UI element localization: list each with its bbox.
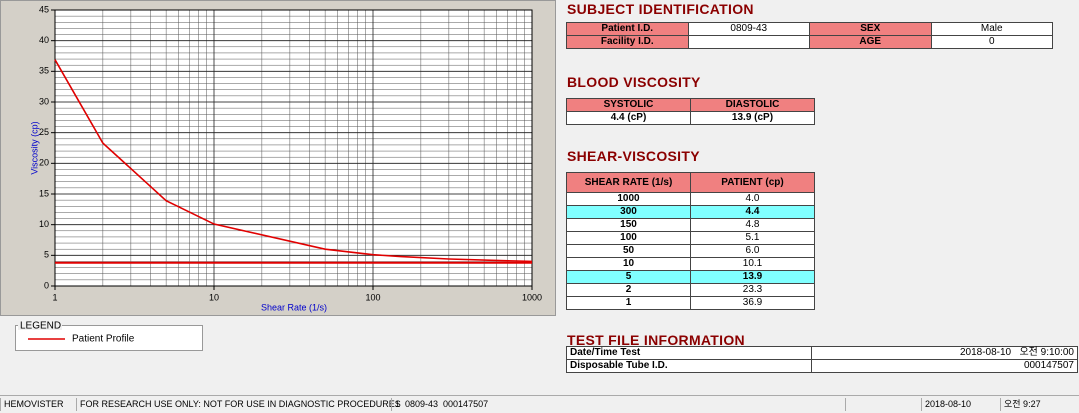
y-tick-label: 25 [39,127,49,137]
table-cell: 10.1 [690,257,815,271]
y-tick-label: 0 [44,280,49,290]
table-cell: 000147507 [811,359,1078,373]
x-tick-label: 100 [365,292,380,302]
x-axis-label: Shear Rate (1/s) [261,302,327,312]
table-row: 4.4 (cP) 13.9 (cP) [566,111,815,125]
table-row: 10 10.1 [566,257,815,271]
table-label: Date/Time Test [565,346,813,360]
test-file-table: Date/Time Test 2018-08-10 오전 9:10:00 Dispo… [565,346,1078,373]
table-row: SHEAR RATE (1/s) PATIENT (cp) [566,172,815,193]
y-tick-label: 45 [39,4,49,14]
status-segment: 2018-08-10 [921,398,1001,411]
table-cell: 10 [566,257,691,271]
table-cell: 300 [566,205,691,219]
table-cell: 1000 [566,192,691,206]
table-cell: 2018-08-10 오전 9:10:00 [811,346,1078,360]
table-row: 100 5.1 [566,231,815,245]
table-label: SEX [809,22,932,36]
y-tick-label: 5 [44,250,49,260]
y-axis-label: Viscosity (cp) [29,121,39,174]
table-cell: 0 [930,35,1053,49]
status-segment [845,398,921,411]
table-label: AGE [809,35,932,49]
status-segment: 오전 9:27 [1000,398,1079,411]
table-cell: 5 [566,270,691,284]
table-header: SYSTOLIC [566,98,691,112]
series-line [54,59,533,263]
table-cell: 50 [566,244,691,258]
table-row: Disposable Tube I.D. 000147507 [565,359,1078,373]
table-row: 2 23.3 [566,283,815,297]
table-cell: 4.4 [690,205,815,219]
table-row: Date/Time Test 2018-08-10 오전 9:10:00 [565,346,1078,360]
table-cell: Male [930,22,1053,36]
table-row: 5 13.9 [566,270,815,284]
shear-viscosity-table: SHEAR RATE (1/s) PATIENT (cp) 1000 4.0 300 4.… [566,172,815,310]
y-tick-label: 40 [39,35,49,45]
table-row: Facility I.D. AGE 0 [566,35,1053,49]
table-cell: 36.9 [690,296,815,310]
table-header: PATIENT (cp) [690,172,815,193]
section-title: SHEAR-VISCOSITY [567,148,700,164]
table-cell: 4.4 (cP) [566,111,691,125]
chart: Shear Rate (1/s) Viscosity (cp) LEGEND 0… [0,0,556,351]
section-title: SUBJECT IDENTIFICATION [567,1,754,17]
table-cell: 150 [566,218,691,232]
x-tick-label: 10 [209,292,219,302]
table-cell: 0809-43 [687,22,810,36]
table-cell: 5.1 [690,231,815,245]
table-row: SYSTOLIC DIASTOLIC [566,98,815,112]
legend-title: LEGEND [20,321,61,332]
table-cell: 1 [566,296,691,310]
plot-area [55,10,532,286]
table-row: 1000 4.0 [566,192,815,206]
status-segment: FOR RESEARCH USE ONLY: NOT FOR USE IN DI… [76,398,401,411]
status-segment: 1 0809-43 000147507 [391,398,847,411]
table-label: Disposable Tube I.D. [565,359,813,373]
section-title: TEST FILE INFORMATION [567,332,745,348]
table-cell: 100 [566,231,691,245]
table-cell: 2 [566,283,691,297]
y-tick-label: 30 [39,96,49,106]
x-tick-label: 1000 [522,292,542,302]
y-tick-label: 35 [39,66,49,76]
plot-frame [54,9,533,287]
table-label: Facility I.D. [566,35,689,49]
table-cell: 4.8 [690,218,815,232]
status-bar: HEMOVISTER FOR RESEARCH USE ONLY: NOT FOR… [0,395,1079,413]
table-cell [687,35,810,49]
table-cell: 4.0 [690,192,815,206]
y-tick-label: 15 [39,188,49,198]
y-tick-label: 10 [39,219,49,229]
table-row: Patient I.D. 0809-43 SEX Male [566,22,1053,36]
status-segment: HEMOVISTER [0,398,77,411]
table-cell: 13.9 [690,270,815,284]
table-cell: 13.9 (cP) [690,111,815,125]
table-label: Patient I.D. [566,22,689,36]
table-header: SHEAR RATE (1/s) [566,172,691,193]
legend-label: Patient Profile [72,334,135,345]
subject-table: Patient I.D. 0809-43 SEX Male Facility I.D. A… [566,22,1053,49]
table-header: DIASTOLIC [690,98,815,112]
table-row: 300 4.4 [566,205,815,219]
table-cell: 6.0 [690,244,815,258]
table-row: 150 4.8 [566,218,815,232]
table-cell: 23.3 [690,283,815,297]
blood-viscosity-table: SYSTOLIC DIASTOLIC 4.4 (cP) 13.9 (cP) [566,98,815,125]
legend-title-bg [18,320,62,330]
table-row: 1 36.9 [566,296,815,310]
table-row: 50 6.0 [566,244,815,258]
x-tick-label: 1 [52,292,57,302]
section-title: BLOOD VISCOSITY [567,74,701,90]
y-tick-label: 20 [39,158,49,168]
